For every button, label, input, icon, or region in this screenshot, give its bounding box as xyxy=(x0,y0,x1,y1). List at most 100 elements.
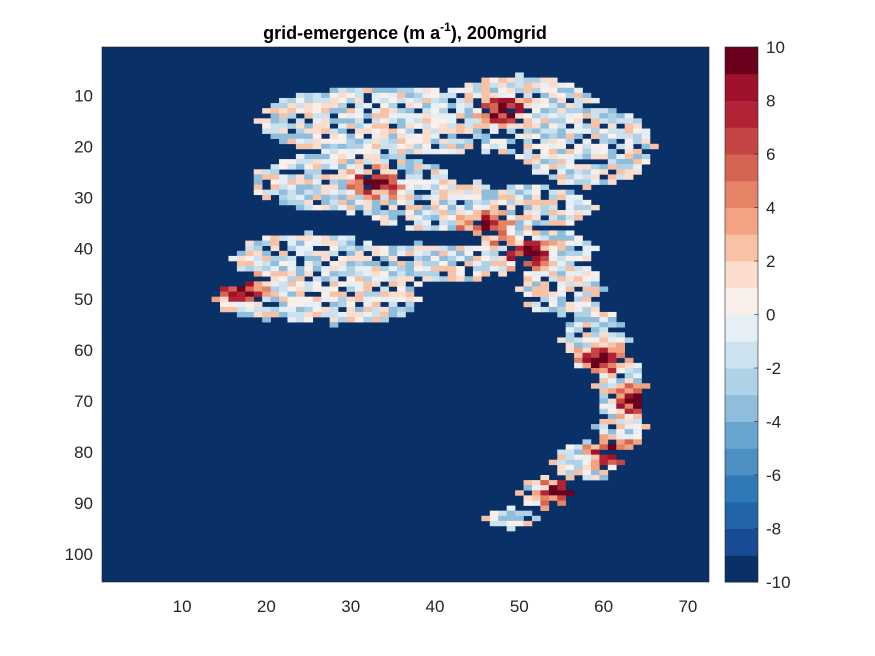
heatmap-cell xyxy=(599,403,609,410)
colorbar-swatch xyxy=(725,341,758,369)
heatmap-cell xyxy=(371,261,381,267)
heatmap-cell xyxy=(582,204,592,211)
heatmap-cell xyxy=(354,271,364,277)
heatmap-cell xyxy=(464,118,474,124)
heatmap-cell xyxy=(430,138,440,145)
heatmap-cell xyxy=(523,520,533,527)
heatmap-cell xyxy=(439,220,448,226)
heatmap-cell xyxy=(388,220,398,226)
heatmap-cell xyxy=(456,97,465,104)
heatmap-cell xyxy=(557,97,566,104)
heatmap-cell xyxy=(456,250,465,257)
heatmap-cell xyxy=(641,383,651,389)
heatmap-cell xyxy=(262,174,271,180)
heatmap-cell xyxy=(295,189,305,196)
heatmap-cell xyxy=(574,362,583,369)
heatmap-cell xyxy=(523,301,533,308)
heatmap-cell xyxy=(346,301,356,308)
heatmap-cell xyxy=(557,266,566,272)
heatmap-cell xyxy=(590,347,600,354)
heatmap-cell xyxy=(590,276,600,282)
heatmap-cell xyxy=(413,220,423,226)
heatmap-cell xyxy=(397,179,406,185)
heatmap-cell xyxy=(616,368,625,374)
heatmap-cell xyxy=(380,296,389,303)
heatmap-cell xyxy=(531,169,541,175)
y-tick-label: 10 xyxy=(74,86,93,105)
heatmap-cell xyxy=(388,281,398,287)
heatmap-cell xyxy=(523,194,533,201)
heatmap-cell xyxy=(312,311,322,318)
heatmap-cell xyxy=(523,495,533,501)
heatmap-cell xyxy=(405,133,415,140)
heatmap-cell xyxy=(582,108,592,114)
heatmap-cell xyxy=(338,271,347,277)
heatmap-cell xyxy=(548,143,558,150)
heatmap-cell xyxy=(590,148,600,155)
heatmap-cell xyxy=(279,97,288,104)
heatmap-cell xyxy=(599,148,609,155)
heatmap-cell xyxy=(616,424,625,430)
heatmap-cell xyxy=(523,261,533,267)
heatmap-cell xyxy=(523,245,533,252)
heatmap-cell xyxy=(388,118,398,124)
heatmap-cell xyxy=(329,174,339,180)
heatmap-cell xyxy=(329,164,339,170)
heatmap-cell xyxy=(380,255,389,262)
heatmap-cell xyxy=(607,429,617,435)
heatmap-cell xyxy=(633,388,642,394)
heatmap-cell xyxy=(439,103,448,109)
heatmap-cell xyxy=(481,210,491,216)
heatmap-cell xyxy=(624,429,634,435)
heatmap-cell xyxy=(607,418,617,425)
heatmap-cell xyxy=(312,276,322,282)
heatmap-cell xyxy=(456,143,465,150)
heatmap-cell xyxy=(447,148,457,155)
heatmap-cell xyxy=(388,184,398,190)
heatmap-cell xyxy=(633,368,642,374)
heatmap-cell xyxy=(582,449,592,455)
heatmap-cell xyxy=(295,123,305,129)
heatmap-cell xyxy=(540,475,550,481)
heatmap-cell xyxy=(565,118,575,124)
heatmap-cell xyxy=(607,378,617,384)
heatmap-cell xyxy=(607,383,617,389)
heatmap-cell xyxy=(321,266,330,272)
heatmap-cell xyxy=(599,317,609,323)
heatmap-cell xyxy=(565,449,575,455)
heatmap-cell xyxy=(599,143,609,150)
heatmap-cell xyxy=(464,255,474,262)
heatmap-cell xyxy=(582,266,592,272)
heatmap-cell xyxy=(413,225,423,231)
heatmap-cell xyxy=(304,286,314,292)
heatmap-cell xyxy=(481,250,491,257)
heatmap-cell xyxy=(422,220,432,226)
y-tick-label: 90 xyxy=(74,494,93,513)
heatmap-cell xyxy=(388,148,398,155)
heatmap-cell xyxy=(287,103,297,109)
heatmap-cell xyxy=(422,179,432,185)
heatmap-cell xyxy=(506,103,516,109)
heatmap-cell xyxy=(624,113,634,119)
heatmap-cell xyxy=(481,240,491,247)
heatmap-cell xyxy=(633,424,642,430)
heatmap-cell xyxy=(338,317,347,323)
heatmap-cell xyxy=(565,159,575,165)
heatmap-cell xyxy=(354,138,364,145)
heatmap-cell xyxy=(262,306,271,313)
heatmap-cell xyxy=(523,148,533,155)
heatmap-cell xyxy=(464,143,474,150)
heatmap-cell xyxy=(633,403,642,410)
heatmap-cell xyxy=(346,245,356,252)
heatmap-cell xyxy=(346,179,356,185)
heatmap-cell xyxy=(371,123,381,129)
heatmap-cell xyxy=(574,291,583,297)
heatmap-cell xyxy=(624,424,634,430)
heatmap-cell xyxy=(565,271,575,277)
heatmap-cell xyxy=(515,82,524,89)
heatmap-cell xyxy=(481,215,491,221)
heatmap-cell xyxy=(304,169,314,175)
heatmap-cell xyxy=(371,210,381,216)
heatmap-cell xyxy=(371,113,381,119)
heatmap-cell xyxy=(624,143,634,150)
